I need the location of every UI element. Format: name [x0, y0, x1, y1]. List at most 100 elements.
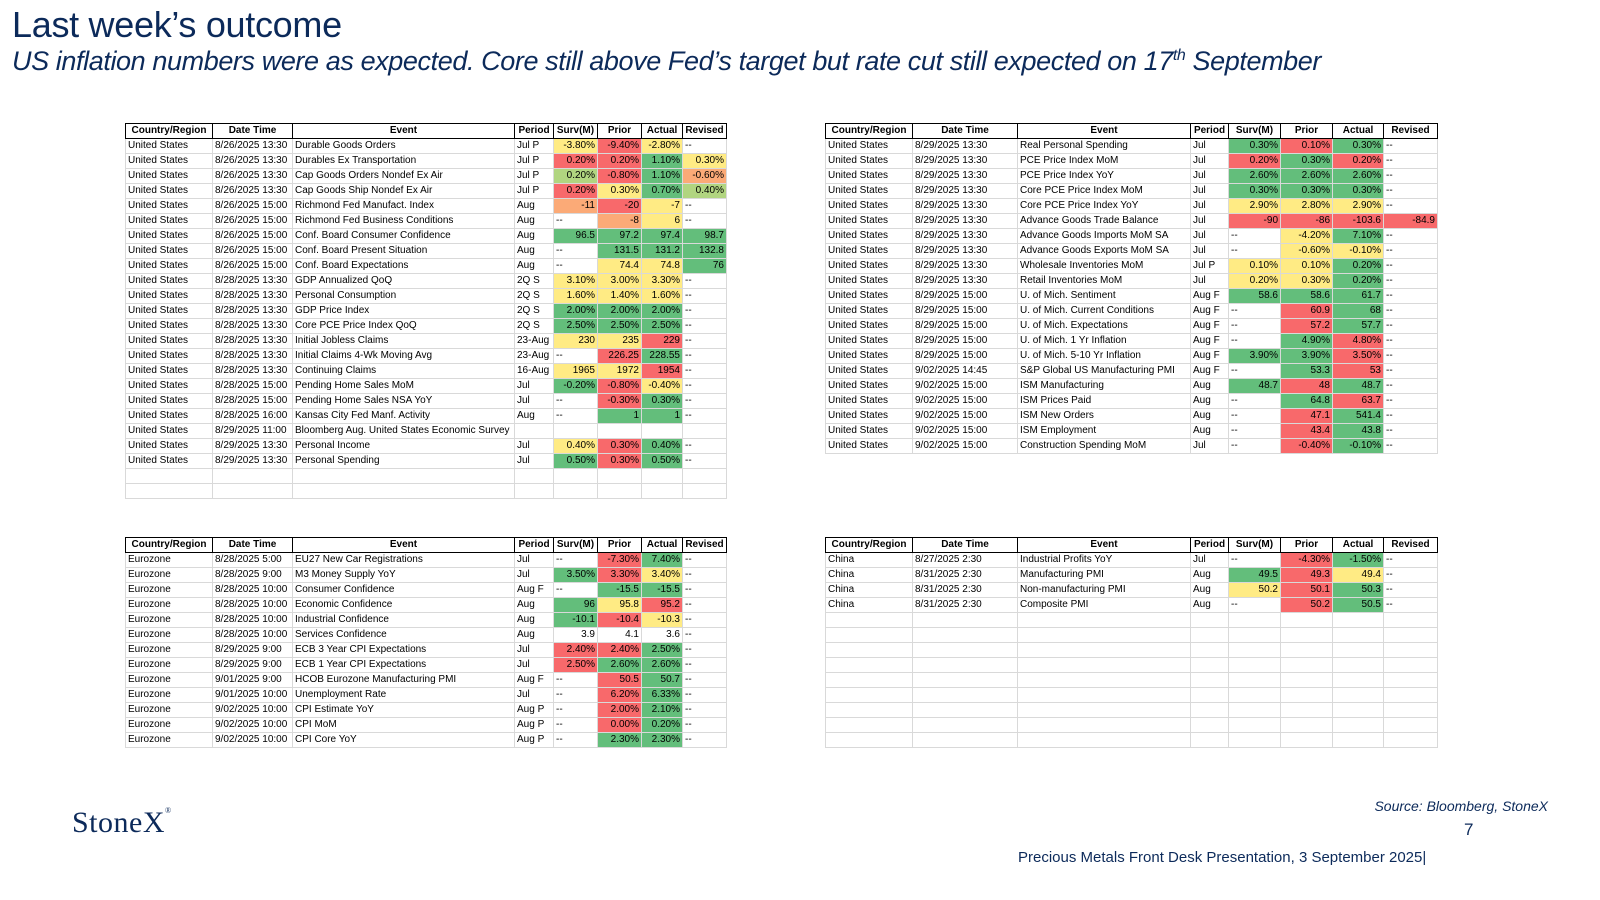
- cell-event: Consumer Confidence: [292, 582, 515, 598]
- cell-period: Jul P: [514, 153, 554, 169]
- cell-country: United States: [825, 378, 913, 394]
- cell-country: Eurozone: [125, 642, 213, 658]
- table-header-row: Country/Region Date Time Event Period Surv(M…: [825, 537, 1438, 553]
- empty-cell: [1332, 672, 1384, 688]
- empty-cell: [825, 732, 913, 748]
- cell-event: ISM Employment: [1017, 423, 1191, 439]
- cell-event: Real Personal Spending: [1017, 138, 1191, 154]
- table-row: United States 8/29/2025 15:00 U. of Mich. …: [825, 288, 1438, 304]
- cell-survey: 96.5: [553, 228, 598, 244]
- cell-datetime: 9/02/2025 15:00: [912, 378, 1018, 394]
- table-row: United States 8/26/2025 15:00 Conf. Board …: [125, 258, 727, 274]
- cell-actual: 229: [641, 333, 683, 349]
- cell-prior: 226.25: [597, 348, 642, 364]
- cell-survey: -90: [1228, 213, 1281, 229]
- column-header-datetime: Date Time: [212, 123, 293, 139]
- cell-revised: --: [682, 582, 727, 598]
- table-row: United States 8/28/2025 13:30 GDP Annualiz…: [125, 273, 727, 289]
- table-row: United States 8/28/2025 13:30 Initial Jobl…: [125, 333, 727, 349]
- column-header-country: Country/Region: [125, 537, 213, 553]
- cell-country: United States: [825, 288, 913, 304]
- empty-cell: [1280, 717, 1333, 733]
- table-row: Eurozone 8/28/2025 10:00 Consumer Confiden…: [125, 582, 727, 598]
- empty-cell: [1383, 612, 1438, 628]
- cell-country: United States: [125, 348, 213, 364]
- cell-actual: 2.60%: [1332, 168, 1384, 184]
- cell-actual: -2.80%: [641, 138, 683, 154]
- empty-cell: [1383, 687, 1438, 703]
- cell-revised: --: [682, 198, 727, 214]
- us-events-table-1: Country/Region Date Time Event Period Surv(M…: [125, 123, 727, 499]
- cell-prior: 3.90%: [1280, 348, 1333, 364]
- cell-prior: 2.50%: [597, 318, 642, 334]
- cell-country: China: [825, 597, 913, 613]
- cell-event: Richmond Fed Business Conditions: [292, 213, 515, 229]
- cell-datetime: 8/29/2025 15:00: [912, 288, 1018, 304]
- cell-survey: --: [1228, 552, 1281, 568]
- table-row: Eurozone 8/28/2025 10:00 Services Confiden…: [125, 627, 727, 643]
- cell-event: Initial Jobless Claims: [292, 333, 515, 349]
- cell-event: Personal Consumption: [292, 288, 515, 304]
- empty-cell: [212, 483, 293, 499]
- table-row: United States 8/29/2025 15:00 U. of Mich. …: [825, 333, 1438, 349]
- cell-revised: --: [682, 408, 727, 424]
- cell-country: United States: [125, 378, 213, 394]
- column-header-actual: Actual: [641, 123, 683, 139]
- cell-period: 2Q S: [514, 318, 554, 334]
- cell-prior: 3.00%: [597, 273, 642, 289]
- cell-actual: 6.33%: [641, 687, 683, 703]
- cell-period: Aug F: [1190, 288, 1229, 304]
- column-header-datetime: Date Time: [212, 537, 293, 553]
- cell-datetime: 8/28/2025 13:30: [212, 288, 293, 304]
- table-row: United States 8/29/2025 13:30 Real Persona…: [825, 138, 1438, 154]
- cell-period: Jul: [514, 567, 554, 583]
- empty-cell: [912, 642, 1018, 658]
- cell-survey: 0.20%: [553, 153, 598, 169]
- page-number: 7: [1464, 820, 1474, 839]
- subtitle-text: US inflation numbers were as expected. C…: [12, 46, 1173, 76]
- cell-actual: 2.10%: [641, 702, 683, 718]
- empty-cell: [553, 483, 598, 499]
- cell-revised: --: [1383, 273, 1438, 289]
- cell-period: Aug: [514, 213, 554, 229]
- cell-actual: 0.40%: [641, 438, 683, 454]
- cell-event: CPI Estimate YoY: [292, 702, 515, 718]
- cell-actual: 1.10%: [641, 153, 683, 169]
- cell-datetime: 8/26/2025 13:30: [212, 183, 293, 199]
- cell-datetime: 8/31/2025 2:30: [912, 597, 1018, 613]
- cell-revised: --: [682, 567, 727, 583]
- cell-survey: 0.30%: [1228, 138, 1281, 154]
- cell-survey: --: [553, 348, 598, 364]
- cell-datetime: 8/29/2025 13:30: [912, 258, 1018, 274]
- empty-cell: [1383, 732, 1438, 748]
- cell-event: Conf. Board Expectations: [292, 258, 515, 274]
- cell-datetime: 8/28/2025 9:00: [212, 567, 293, 583]
- cell-datetime: 8/28/2025 13:30: [212, 348, 293, 364]
- cell-revised: --: [1383, 567, 1438, 583]
- cell-period: Aug: [514, 258, 554, 274]
- empty-cell: [1190, 642, 1229, 658]
- cell-survey: --: [1228, 363, 1281, 379]
- cell-survey: 2.50%: [553, 318, 598, 334]
- column-header-survey: Surv(M): [1228, 123, 1281, 139]
- cell-survey: 0.20%: [1228, 273, 1281, 289]
- cell-actual: 2.90%: [1332, 198, 1384, 214]
- cell-country: United States: [125, 453, 213, 469]
- cell-event: Advance Goods Trade Balance: [1017, 213, 1191, 229]
- cell-actual: 95.2: [641, 597, 683, 613]
- cell-actual: 2.00%: [641, 303, 683, 319]
- cell-period: Aug: [514, 228, 554, 244]
- table-row: United States 8/28/2025 13:30 GDP Price In…: [125, 303, 727, 319]
- cell-survey: 3.9: [553, 627, 598, 643]
- cell-actual: 50.3: [1332, 582, 1384, 598]
- cell-revised: --: [682, 303, 727, 319]
- cell-survey: 3.50%: [553, 567, 598, 583]
- empty-cell: [825, 687, 913, 703]
- cell-prior: 2.00%: [597, 702, 642, 718]
- cell-event: ISM Manufacturing: [1017, 378, 1191, 394]
- empty-cell: [1228, 612, 1281, 628]
- cell-period: Jul: [1190, 198, 1229, 214]
- cell-datetime: 8/29/2025 15:00: [912, 303, 1018, 319]
- cell-period: Aug: [1190, 597, 1229, 613]
- cell-prior: -0.60%: [1280, 243, 1333, 259]
